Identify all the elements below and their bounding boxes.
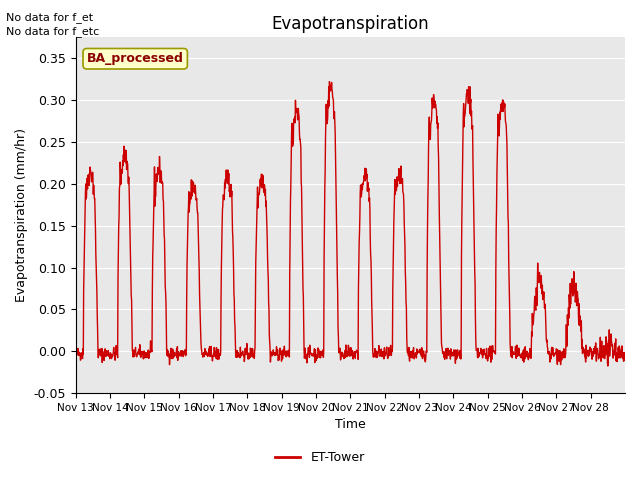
Legend: ET-Tower: ET-Tower	[270, 446, 370, 469]
Text: BA_processed: BA_processed	[87, 52, 184, 65]
Text: No data for f_et: No data for f_et	[6, 12, 93, 23]
X-axis label: Time: Time	[335, 419, 366, 432]
Text: No data for f_etc: No data for f_etc	[6, 26, 100, 37]
Title: Evapotranspiration: Evapotranspiration	[271, 15, 429, 33]
Y-axis label: Evapotranspiration (mm/hr): Evapotranspiration (mm/hr)	[15, 128, 28, 302]
